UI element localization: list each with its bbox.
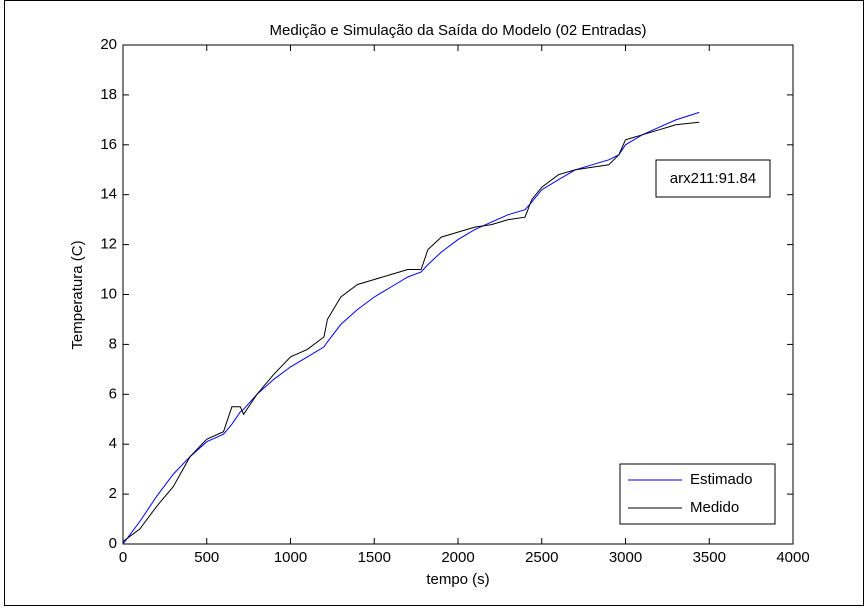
x-tick-label: 2500 (525, 549, 558, 566)
annotation-box (655, 159, 771, 198)
y-tick-label: 18 (100, 86, 117, 103)
y-tick-label: 14 (100, 186, 117, 203)
chart-title: Medição e Simulação da Saída do Modelo (… (270, 22, 647, 39)
series-line (122, 111, 700, 545)
x-tick-label: 3000 (609, 549, 642, 566)
annotation: arx211:91.84 (670, 170, 756, 187)
plot-area (122, 44, 794, 545)
y-tick-label: 0 (109, 535, 117, 552)
y-tick-label: 12 (100, 236, 117, 253)
x-tick-label: 1000 (274, 549, 307, 566)
y-tick-label: 8 (109, 335, 117, 352)
x-tick-label: 2000 (441, 549, 474, 566)
x-tick-label: 3500 (693, 549, 726, 566)
legend-label: Medido (690, 499, 739, 516)
series-line (122, 121, 700, 542)
x-tick-label: 4000 (776, 549, 809, 566)
y-tick-label: 2 (109, 485, 117, 502)
legend-label: Estimado (690, 471, 753, 488)
y-tick-label: 20 (100, 36, 117, 53)
y-tick-label: 4 (109, 435, 117, 452)
x-tick-label: 0 (119, 549, 127, 566)
y-tick-label: 10 (100, 285, 117, 302)
x-tick-label: 1500 (358, 549, 391, 566)
y-axis-label: Temperatura (C) (69, 240, 86, 349)
y-tick-label: 16 (100, 136, 117, 153)
x-axis-label: tempo (s) (426, 571, 489, 588)
legend-box (619, 463, 776, 525)
y-tick-label: 6 (109, 385, 117, 402)
x-tick-label: 500 (194, 549, 219, 566)
